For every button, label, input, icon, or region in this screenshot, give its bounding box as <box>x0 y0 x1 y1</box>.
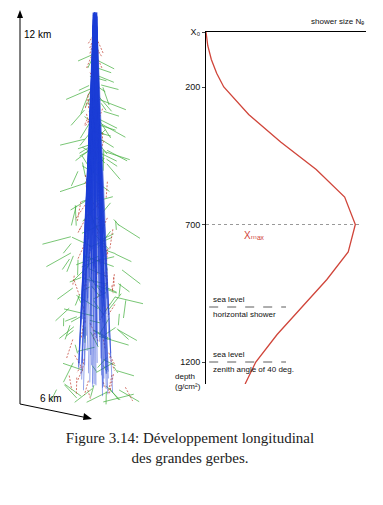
svg-text:X₀: X₀ <box>190 27 200 37</box>
svg-text:zenith angle of 40 deg.: zenith angle of 40 deg. <box>213 365 294 374</box>
svg-text:depth(g/cm²): depth(g/cm²) <box>175 372 201 391</box>
svg-text:sea level: sea level <box>213 350 245 359</box>
svg-text:6 km: 6 km <box>40 393 62 404</box>
svg-text:Xₘₐₓ: Xₘₐₓ <box>244 230 265 241</box>
svg-text:1200: 1200 <box>180 357 200 367</box>
svg-text:horizontal shower: horizontal shower <box>213 310 276 319</box>
svg-text:sea level: sea level <box>213 295 245 304</box>
svg-text:shower size Nₑ: shower size Nₑ <box>311 17 364 26</box>
svg-text:700: 700 <box>185 220 200 230</box>
svg-text:12 km: 12 km <box>24 29 51 40</box>
svg-text:200: 200 <box>185 82 200 92</box>
html-text:Figure 3.14: Développement lon: Figure 3.14: Développement longitudinal … <box>65 430 315 466</box>
